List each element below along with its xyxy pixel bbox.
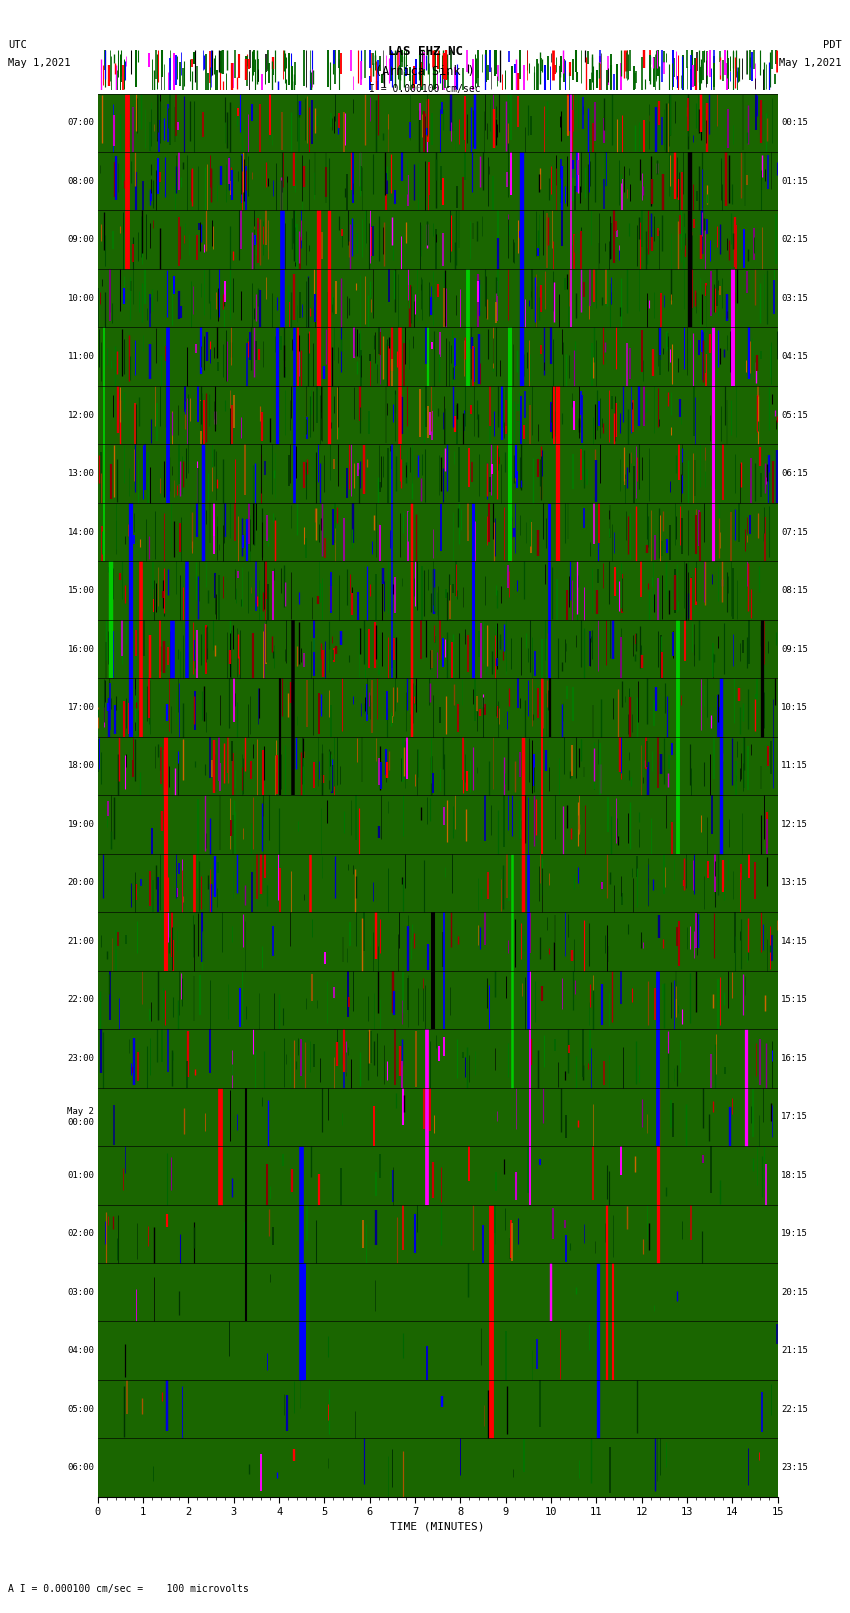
Text: 15:00: 15:00 bbox=[67, 586, 94, 595]
Text: 11:15: 11:15 bbox=[781, 761, 808, 771]
Text: 15:15: 15:15 bbox=[781, 995, 808, 1005]
Text: 16:15: 16:15 bbox=[781, 1053, 808, 1063]
Text: 08:15: 08:15 bbox=[781, 586, 808, 595]
Text: 12:00: 12:00 bbox=[67, 411, 94, 419]
Text: A I = 0.000100 cm/sec =    100 microvolts: A I = 0.000100 cm/sec = 100 microvolts bbox=[8, 1584, 249, 1594]
Text: 21:15: 21:15 bbox=[781, 1347, 808, 1355]
Text: 17:15: 17:15 bbox=[781, 1113, 808, 1121]
Text: May 1,2021: May 1,2021 bbox=[8, 58, 71, 68]
Text: 03:15: 03:15 bbox=[781, 294, 808, 303]
Text: 04:00: 04:00 bbox=[67, 1347, 94, 1355]
Text: 20:15: 20:15 bbox=[781, 1287, 808, 1297]
Text: 02:00: 02:00 bbox=[67, 1229, 94, 1239]
Text: 10:15: 10:15 bbox=[781, 703, 808, 711]
Text: LAS EHZ NC: LAS EHZ NC bbox=[388, 45, 462, 58]
Text: 07:15: 07:15 bbox=[781, 527, 808, 537]
Text: 09:15: 09:15 bbox=[781, 645, 808, 653]
Text: 00:15: 00:15 bbox=[781, 118, 808, 127]
Text: 12:15: 12:15 bbox=[781, 819, 808, 829]
Text: 04:15: 04:15 bbox=[781, 352, 808, 361]
Text: 14:15: 14:15 bbox=[781, 937, 808, 945]
Text: 18:15: 18:15 bbox=[781, 1171, 808, 1179]
Text: 09:00: 09:00 bbox=[67, 235, 94, 244]
Text: 01:00: 01:00 bbox=[67, 1171, 94, 1179]
Text: 17:00: 17:00 bbox=[67, 703, 94, 711]
Text: May 2
00:00: May 2 00:00 bbox=[67, 1107, 94, 1126]
Text: (Arnica Sink ): (Arnica Sink ) bbox=[375, 65, 475, 77]
Text: 22:00: 22:00 bbox=[67, 995, 94, 1005]
Text: 11:00: 11:00 bbox=[67, 352, 94, 361]
Text: May 1,2021: May 1,2021 bbox=[779, 58, 842, 68]
Text: 21:00: 21:00 bbox=[67, 937, 94, 945]
Text: PDT: PDT bbox=[823, 40, 842, 50]
Text: 06:00: 06:00 bbox=[67, 1463, 94, 1473]
Text: 01:15: 01:15 bbox=[781, 177, 808, 185]
Text: 14:00: 14:00 bbox=[67, 527, 94, 537]
Text: 05:00: 05:00 bbox=[67, 1405, 94, 1413]
Text: 22:15: 22:15 bbox=[781, 1405, 808, 1413]
Text: 08:00: 08:00 bbox=[67, 177, 94, 185]
Text: 16:00: 16:00 bbox=[67, 645, 94, 653]
Text: 19:15: 19:15 bbox=[781, 1229, 808, 1239]
Text: 05:15: 05:15 bbox=[781, 411, 808, 419]
Text: 10:00: 10:00 bbox=[67, 294, 94, 303]
Text: 07:00: 07:00 bbox=[67, 118, 94, 127]
X-axis label: TIME (MINUTES): TIME (MINUTES) bbox=[390, 1521, 485, 1531]
Text: 02:15: 02:15 bbox=[781, 235, 808, 244]
Text: 13:00: 13:00 bbox=[67, 469, 94, 477]
Text: UTC: UTC bbox=[8, 40, 27, 50]
Text: 18:00: 18:00 bbox=[67, 761, 94, 771]
Text: 19:00: 19:00 bbox=[67, 819, 94, 829]
Text: 23:15: 23:15 bbox=[781, 1463, 808, 1473]
Text: 20:00: 20:00 bbox=[67, 879, 94, 887]
Text: 06:15: 06:15 bbox=[781, 469, 808, 477]
Text: 13:15: 13:15 bbox=[781, 879, 808, 887]
Text: 03:00: 03:00 bbox=[67, 1287, 94, 1297]
Text: 23:00: 23:00 bbox=[67, 1053, 94, 1063]
Text: I = 0.000100 cm/sec: I = 0.000100 cm/sec bbox=[369, 84, 481, 94]
